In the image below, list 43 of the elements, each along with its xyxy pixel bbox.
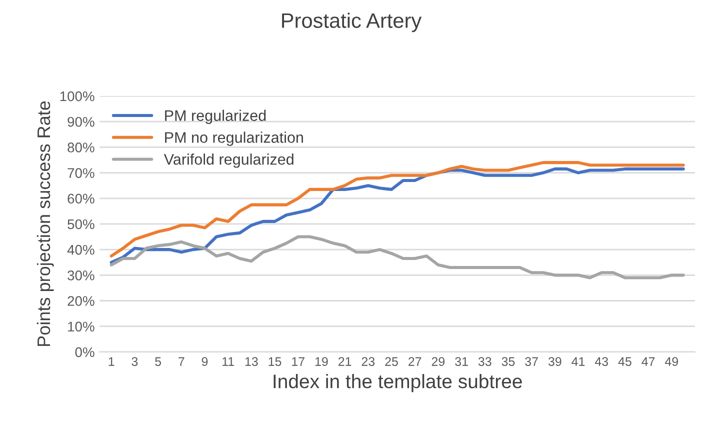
- x-tick-label: 21: [338, 357, 352, 366]
- y-tick-label: 20%: [68, 296, 94, 306]
- x-tick-label: 3: [132, 357, 138, 366]
- x-tick-label: 11: [222, 357, 234, 366]
- x-tick-label: 7: [178, 357, 184, 366]
- x-axis-title: Index in the template subtree: [274, 374, 522, 392]
- y-tick-label: 40%: [67, 244, 94, 255]
- x-tick-label: 1: [108, 357, 114, 366]
- y-tick-label: 30%: [68, 270, 94, 280]
- y-axis-title: Points projection success Rate: [36, 101, 54, 346]
- y-tick-label: 60%: [68, 194, 94, 204]
- x-tick-label: 25: [385, 357, 398, 366]
- x-tick-label: 29: [432, 357, 445, 366]
- y-tick-label: 90%: [68, 116, 94, 127]
- x-tick-label: 23: [362, 357, 375, 366]
- x-tick-label: 49: [664, 357, 678, 366]
- x-tick-label: 43: [594, 357, 608, 366]
- legend-label: Varifold regularized: [164, 154, 294, 168]
- chart-title: Prostatic Artery: [282, 12, 422, 32]
- x-tick-label: 15: [268, 357, 282, 366]
- x-tick-label: 9: [202, 357, 208, 366]
- x-tick-label: 19: [315, 357, 328, 366]
- y-tick-label: 10%: [68, 322, 94, 332]
- y-tick-label: 50%: [68, 219, 94, 230]
- legend-label: PM regularized: [165, 110, 266, 124]
- x-tick-label: 31: [455, 357, 468, 366]
- x-tick-label: 35: [502, 357, 515, 366]
- x-tick-label: 37: [525, 357, 538, 366]
- y-tick-label: 100%: [60, 91, 94, 102]
- x-tick-label: 17: [292, 357, 304, 366]
- y-tick-label: 0%: [75, 347, 94, 358]
- x-tick-label: 27: [408, 357, 422, 366]
- x-tick-label: 39: [548, 357, 562, 366]
- line-series: [110, 235, 685, 280]
- x-tick-label: 13: [245, 357, 258, 366]
- x-tick-label: 41: [572, 357, 585, 366]
- x-tick-label: 45: [618, 357, 632, 366]
- x-tick-label: 33: [478, 357, 492, 366]
- y-tick-label: 70%: [68, 168, 94, 178]
- y-tick-label: 80%: [68, 142, 94, 152]
- x-tick-label: 47: [642, 357, 655, 366]
- x-tick-label: 5: [155, 357, 161, 366]
- legend-label: PM no regularization: [165, 132, 303, 146]
